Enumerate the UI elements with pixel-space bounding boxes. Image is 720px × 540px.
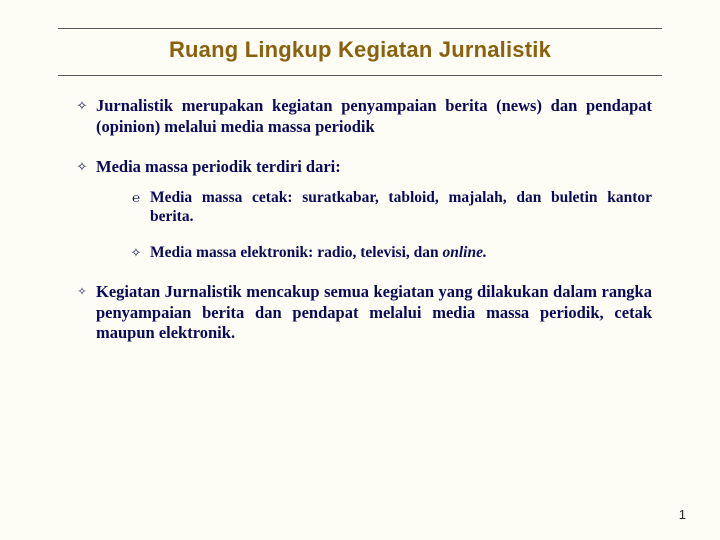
sub-item-text: Media massa cetak: suratkabar, tabloid, … <box>150 188 652 227</box>
bullet-item: ✧ Jurnalistik merupakan kegiatan penyamp… <box>68 96 652 137</box>
content: ✧ Jurnalistik merupakan kegiatan penyamp… <box>40 76 680 344</box>
sub-bullet-item: ℮ Media massa cetak: suratkabar, tabloid… <box>122 188 652 227</box>
item-text: Media massa periodik terdiri dari: <box>96 157 652 178</box>
item-text: Jurnalistik merupakan kegiatan penyampai… <box>96 96 652 137</box>
rule-top <box>58 28 662 29</box>
item-text: Kegiatan Jurnalistik mencakup semua kegi… <box>96 282 652 344</box>
page-number: 1 <box>679 507 686 522</box>
slide: Ruang Lingkup Kegiatan Jurnalistik ✧ Jur… <box>0 0 720 540</box>
star-icon: ✧ <box>122 243 150 262</box>
bullet-item: ✧ Media massa periodik terdiri dari: <box>68 157 652 178</box>
sub-italic: online. <box>443 244 487 261</box>
star-icon: ✧ <box>68 157 96 178</box>
slide-title: Ruang Lingkup Kegiatan Jurnalistik <box>40 37 680 63</box>
sub-item-text: Media massa elektronik: radio, televisi,… <box>150 243 652 262</box>
bullet-item: ✧ Kegiatan Jurnalistik mencakup semua ke… <box>68 282 652 344</box>
sub-list: ℮ Media massa cetak: suratkabar, tabloid… <box>122 188 652 262</box>
e-icon: ℮ <box>122 188 150 227</box>
star-icon: ✧ <box>68 96 96 137</box>
star-icon: ✧ <box>68 282 96 344</box>
sub-bullet-item: ✧ Media massa elektronik: radio, televis… <box>122 243 652 262</box>
sub-prefix: Media massa elektronik: radio, televisi,… <box>150 244 443 261</box>
